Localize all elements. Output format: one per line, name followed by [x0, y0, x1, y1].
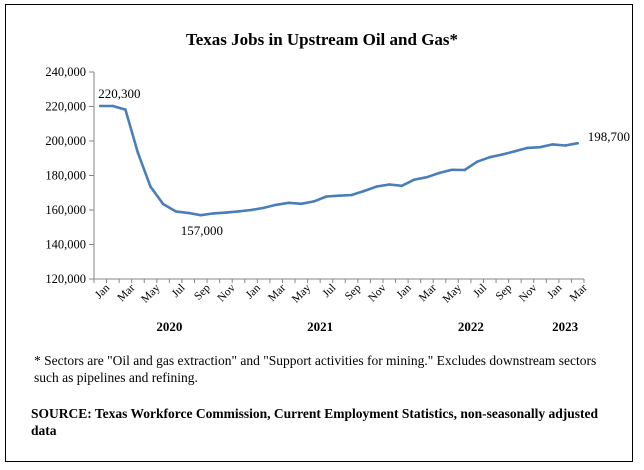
data-point [124, 108, 127, 111]
data-point [98, 104, 102, 108]
data-point [400, 184, 404, 188]
y-tick-label: 140,000 [45, 238, 86, 252]
x-tick-label: May [139, 282, 163, 306]
x-tick-label: Jan [545, 282, 565, 302]
data-point [538, 145, 542, 149]
y-tick-label: 160,000 [45, 203, 86, 217]
data-point [475, 160, 479, 163]
data-point [551, 143, 554, 146]
data-point [237, 210, 240, 213]
data-label: 157,000 [181, 223, 223, 238]
data-point [350, 193, 353, 197]
year-label: 2023 [552, 319, 579, 334]
x-tick-label: Nov [215, 282, 238, 305]
y-tick-label: 240,000 [45, 65, 86, 79]
data-point [174, 210, 177, 213]
data-point [186, 211, 190, 215]
y-tick-label: 180,000 [45, 169, 86, 183]
chart-title: Texas Jobs in Upstream Oil and Gas* [185, 30, 459, 49]
year-label: 2022 [458, 319, 484, 334]
x-tick-label: Mar [266, 282, 288, 304]
x-tick-label: May [290, 282, 314, 306]
x-tick-label: Mar [115, 282, 137, 304]
data-point [513, 150, 517, 153]
data-point [212, 212, 215, 215]
data-point [337, 194, 341, 197]
data-point [249, 208, 253, 212]
year-label: 2020 [156, 319, 182, 334]
x-tick-label: Jan [93, 282, 113, 302]
data-point [325, 195, 328, 198]
data-point [136, 151, 140, 155]
x-tick-label: Mar [568, 282, 590, 304]
data-point [563, 144, 567, 147]
data-point [224, 211, 228, 214]
data-label: 220,300 [98, 86, 140, 101]
x-tick-label: Sep [192, 282, 213, 303]
data-point [438, 171, 441, 175]
chart-frame [5, 4, 633, 462]
x-tick-label: Jan [244, 282, 264, 302]
x-tick-label: May [441, 282, 465, 306]
data-label: 198,700 [588, 129, 630, 144]
data-point [149, 185, 152, 189]
data-point [274, 203, 278, 207]
y-tick-label: 120,000 [45, 272, 86, 286]
x-tick-label: Jul [170, 282, 188, 300]
data-point [526, 146, 529, 150]
x-tick-label: Jan [395, 282, 415, 302]
data-point [287, 201, 291, 205]
x-tick-label: Mar [417, 282, 439, 304]
x-tick-label: Sep [494, 282, 515, 303]
data-point [362, 189, 366, 193]
source-note: SOURCE: Texas Workforce Commission, Curr… [31, 406, 599, 438]
data-point [375, 185, 378, 188]
data-point [463, 168, 466, 172]
data-point [450, 168, 454, 172]
x-tick-label: Jul [471, 282, 489, 300]
data-point [576, 141, 580, 145]
x-tick-label: Sep [343, 282, 364, 303]
footnote: * Sectors are "Oil and gas extraction" a… [34, 353, 597, 385]
data-point [262, 206, 265, 210]
data-point [387, 183, 391, 186]
data-point [161, 202, 165, 206]
series-line [100, 104, 578, 217]
data-point [488, 155, 492, 159]
data-point [501, 153, 504, 156]
data-point [413, 178, 416, 181]
data-point [300, 202, 303, 206]
year-label: 2021 [307, 319, 333, 334]
y-tick-label: 220,000 [45, 100, 86, 114]
data-point [199, 213, 203, 217]
data-point [111, 104, 115, 108]
data-point [312, 200, 316, 203]
y-tick-label: 200,000 [45, 134, 86, 148]
x-tick-label: Jul [320, 282, 338, 300]
x-tick-label: Nov [517, 282, 540, 305]
x-tick-label: Nov [366, 282, 389, 305]
data-point [425, 175, 429, 179]
